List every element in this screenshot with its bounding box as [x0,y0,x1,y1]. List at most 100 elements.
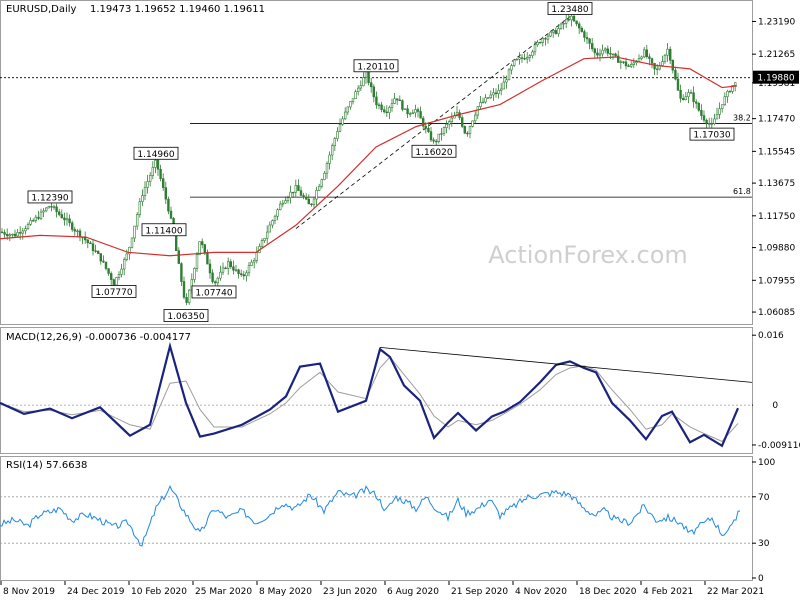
candle-body [611,53,615,56]
candle-body [112,279,116,286]
candle-body [307,198,310,205]
candle-body [136,214,139,227]
candle-body [523,58,526,60]
candle-body [198,241,201,256]
price-label: 1.23480 [551,5,588,15]
candle-body [637,58,641,62]
candle-body [102,260,105,263]
candle-body [255,252,258,261]
candle-body [234,269,238,271]
candle-body [206,251,209,265]
candle-body [208,263,212,274]
candle-body [398,99,401,102]
candle-body [273,215,277,221]
price-ytick-label: 1.06085 [758,308,795,318]
candle-body [13,233,17,237]
candle-body [375,96,378,106]
candle-body [250,261,253,266]
candle-body [590,43,594,50]
macd-line [0,341,740,448]
candle-body [356,87,360,92]
candle-body [603,48,607,51]
candle-body [0,231,4,234]
candle-body [110,273,113,280]
x-tick-label: 8 Nov 2019 [3,587,55,597]
candle-body [185,297,188,303]
candle-body [694,101,698,104]
candle-body [596,52,599,56]
candle-body [471,120,474,127]
candle-body [63,217,66,221]
candle-body [65,218,69,221]
candle-body [655,68,659,71]
candle-body [445,123,448,128]
candle-body [84,237,87,241]
candle-body [395,98,399,101]
candle-body [536,41,539,46]
candle-body [624,61,628,67]
candle-body [211,272,214,283]
price-label: 1.20110 [357,62,394,72]
rsi-panel-frame [0,456,753,581]
candle-body [385,111,388,113]
candle-body [653,63,656,70]
candle-body [130,237,134,248]
macd-layer: 0.0160.00-0.009116 [0,331,800,451]
candle-body [328,154,331,164]
candle-body [120,268,123,275]
candle-body [541,38,545,43]
candle-body [382,109,386,113]
candle-body [333,138,336,147]
candle-body [68,218,71,224]
x-tick-label: 22 Mar 2021 [707,587,764,597]
candle-body [468,126,472,134]
candle-body [143,187,147,196]
price-ytick-label: 1.07955 [758,276,795,286]
macd-value-box [753,399,773,411]
candle-body [520,57,524,59]
candle-body [479,102,482,107]
candle-body [575,20,578,25]
candle-body [341,118,344,125]
candle-body [577,23,581,29]
candle-body [442,127,446,134]
candle-body [214,281,217,284]
candle-body [388,107,391,113]
candle-body [156,159,160,170]
candle-body [175,234,178,252]
candle-body [661,61,664,66]
candle-body [55,206,58,213]
current-price-box [753,70,799,84]
candle-body [518,57,521,60]
candle-body [723,96,727,105]
candle-body [91,243,95,252]
candle-body [632,62,636,65]
rsi-title: RSI(14) 57.6638 [6,460,87,471]
x-tick-label: 25 Mar 2020 [195,587,252,597]
x-tick-label: 4 Feb 2021 [643,587,693,597]
candle-body [16,232,19,237]
candle-body [203,244,206,253]
candle-body [598,53,602,56]
candle-body [705,119,708,124]
candle-body [317,185,321,191]
candle-body [354,91,357,100]
candle-body [512,59,516,66]
candle-body [167,198,170,212]
level-label: 61.8 [733,187,751,196]
candle-body [437,133,440,142]
candle-body [484,97,487,103]
candle-body [5,234,9,237]
candle-body [380,104,383,110]
candle-body [286,197,290,201]
candle-body [21,230,24,234]
candle-body [497,90,500,95]
current-price-label: 1.19880 [757,74,794,84]
price-label-box [689,127,735,141]
candle-body [260,240,264,247]
candle-body [39,211,43,219]
candle-body [593,48,597,54]
candle-body [125,253,129,260]
candle-body [146,181,149,188]
